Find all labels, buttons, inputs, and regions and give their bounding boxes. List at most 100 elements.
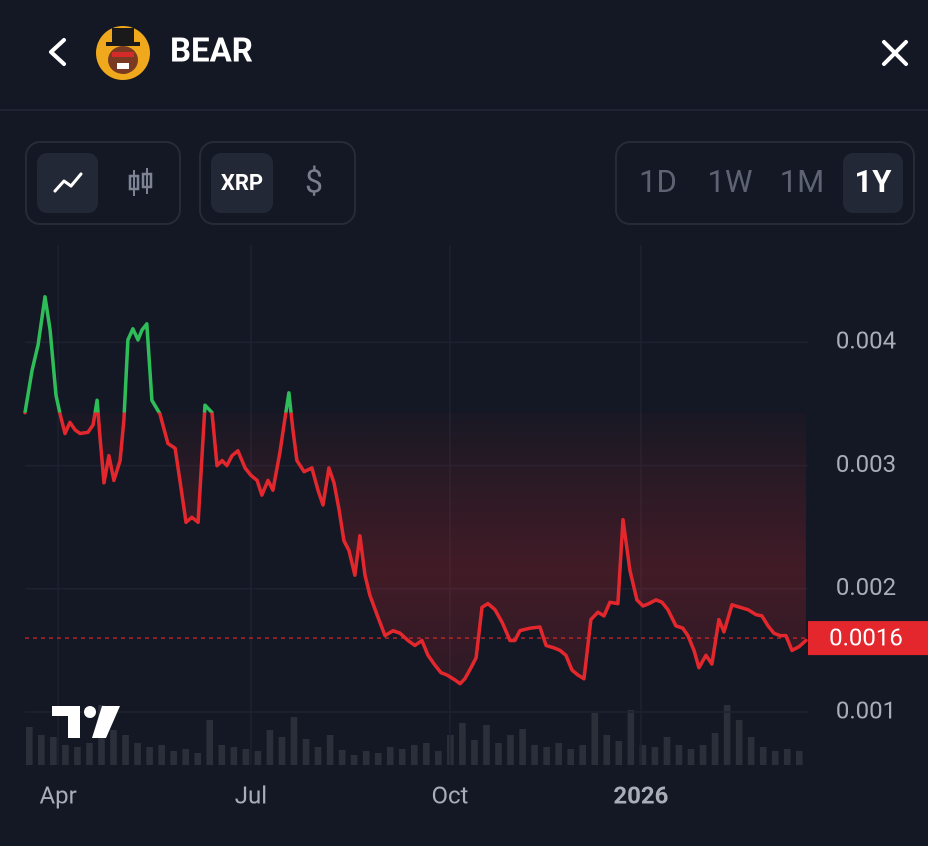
volume-bar [50, 737, 57, 765]
volume-bar [615, 741, 623, 765]
volume-bar [38, 735, 45, 765]
candle-body [141, 172, 153, 189]
close-button[interactable] [882, 40, 908, 66]
y-tick-label: 0.001 [836, 696, 896, 724]
close-icon [882, 40, 908, 66]
avatar-hat [112, 28, 134, 44]
price-line [23, 295, 808, 686]
volume-bar [146, 747, 153, 765]
toolbar: XRP $1D 1W 1M 1Y [211, 153, 903, 213]
token-title: BEAR [170, 32, 253, 71]
volume-bar [495, 743, 502, 765]
range-option[interactable]: 1D [639, 163, 677, 200]
volume-bar [759, 747, 767, 765]
volume-bar [471, 740, 478, 765]
volume-bar [435, 751, 442, 765]
volume-bar [663, 737, 671, 765]
volume-bar [254, 751, 262, 765]
avatar [96, 26, 150, 80]
chart: 0.001 0.002 0.003 0.004 Apr Jul Oct 2026 0.0016 [23, 245, 928, 809]
volume-bar [386, 747, 394, 765]
volume-bar [302, 739, 310, 765]
volume-bar [338, 750, 346, 765]
volume-bar [170, 751, 177, 765]
x-tick-label: 2026 [613, 781, 668, 809]
candle-style-button[interactable] [128, 168, 153, 196]
volume-bar [423, 743, 430, 765]
avatar-eyes [112, 52, 134, 57]
volume-bar [374, 753, 382, 765]
volume-bar [555, 743, 562, 765]
volume-bar [110, 730, 117, 765]
volume-bar [699, 745, 707, 765]
volume-bar [326, 735, 334, 765]
volume-bar [675, 745, 683, 765]
volume-bar [795, 751, 803, 765]
volume-bar [122, 735, 129, 765]
volume-bar [86, 743, 93, 765]
volume-bar [230, 747, 238, 765]
volume-bar [711, 733, 719, 765]
volume-bar [519, 729, 526, 765]
volume-bar [134, 743, 141, 765]
x-tick-label: Jul [235, 781, 267, 809]
volume-bar [266, 730, 274, 765]
volume-bar [747, 737, 755, 765]
volume-bar [687, 749, 695, 765]
volume-bar [783, 749, 791, 765]
volume-bar [194, 753, 202, 765]
volume-bar [74, 747, 81, 765]
back-button[interactable] [49, 38, 66, 66]
volume-bar [362, 751, 370, 765]
y-tick-label: 0.002 [836, 573, 896, 601]
volume-bar [627, 710, 635, 765]
candle-body [128, 174, 140, 191]
volume-bar [314, 747, 322, 765]
volume-bar [218, 745, 226, 765]
volume-bar [639, 745, 647, 765]
avatar-hat-brim [106, 42, 140, 46]
last-price-tag [808, 621, 928, 656]
volume-bar [531, 745, 538, 765]
logo-t [52, 706, 80, 738]
range-button-bg[interactable] [843, 153, 903, 213]
x-tick-label: Apr [39, 781, 76, 809]
volume-bar [242, 749, 250, 765]
volume-bar [543, 747, 550, 765]
volume-bar [567, 749, 575, 765]
quote-option[interactable]: XRP [221, 171, 263, 196]
avatar-face [108, 46, 138, 74]
volume-bar [278, 737, 286, 765]
volume-bar [410, 745, 418, 765]
volume-bar [206, 720, 214, 765]
range-option[interactable]: 1M [780, 163, 825, 200]
volume-bar [26, 727, 33, 765]
line-style-icon [53, 172, 83, 193]
volume-bar [483, 725, 490, 765]
y-tick-label: 0.004 [836, 327, 896, 355]
last-price-label: 0.0016 [829, 623, 903, 651]
volume-bar [350, 755, 358, 765]
range-option[interactable]: 1Y [855, 163, 893, 200]
tradingview-logo [52, 706, 120, 738]
quote-button-bg[interactable] [211, 153, 273, 213]
baseline-fill [25, 412, 806, 684]
volume-bar [579, 745, 587, 765]
volume-bar [182, 749, 190, 765]
quote-option[interactable]: $ [305, 162, 323, 200]
volume-bar [507, 735, 514, 765]
volume-bar [723, 705, 731, 765]
volume-bar [62, 745, 69, 765]
volume-bar [651, 747, 659, 765]
volume-bar [158, 745, 165, 765]
x-tick-label: Oct [431, 781, 468, 809]
logo-dot [84, 706, 96, 718]
back-icon [49, 38, 66, 66]
logo-v [92, 706, 120, 738]
range-group [615, 141, 915, 225]
volume-bar [735, 720, 743, 765]
range-option[interactable]: 1W [708, 163, 753, 200]
volume-bar [398, 749, 406, 765]
y-tick-label: 0.003 [836, 450, 896, 478]
volume-bar [771, 751, 779, 765]
